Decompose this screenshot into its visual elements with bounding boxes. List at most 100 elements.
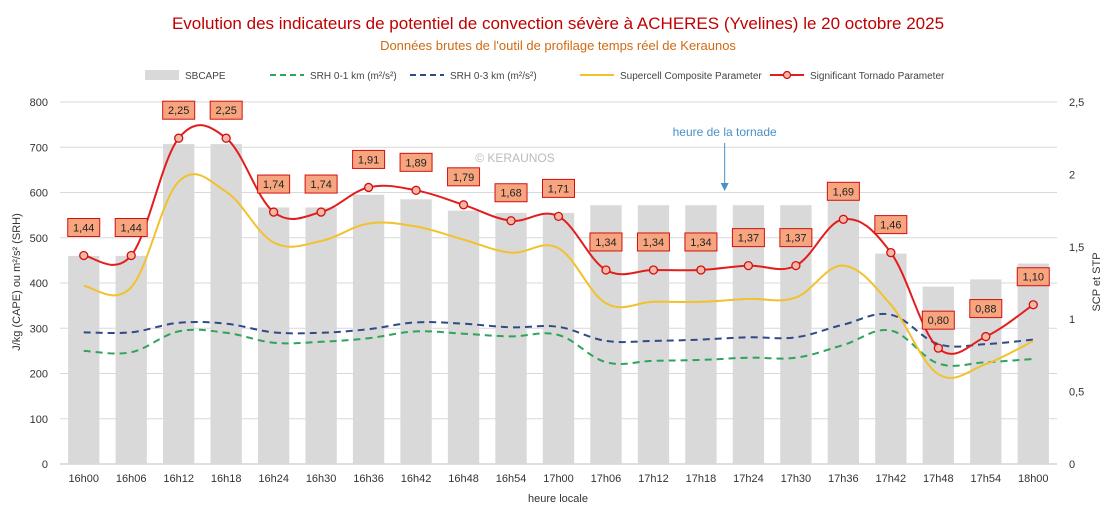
y-tick-left: 0 [42,459,48,471]
legend-entry: Significant Tornado Parameter [810,71,945,82]
stp-data-label: 1,34 [690,237,711,249]
sbcape-bar [115,255,147,464]
stp-data-label: 1,89 [405,157,426,169]
stp-data-label: 1,79 [453,172,474,184]
legend-swatch-marker [782,70,792,80]
stp-data-label: 0,80 [928,315,949,327]
y-tick-right: 0 [1069,459,1075,471]
legend-entry: Supercell Composite Parameter [620,71,762,82]
y-axis-right-label: SCP et STP [1091,252,1103,311]
stp-label-box [684,232,718,252]
stp-data-labels: 1,44 1,44 2,25 2,25 1,74 1,74 1,91 1,89 1,79 1,68… [67,100,1050,330]
y-tick-left: 400 [30,278,48,290]
x-tick-label: 16h00 [68,473,99,485]
series-line [83,173,1034,379]
stp-label-box [399,152,433,172]
axes: 0 100 200 300 400 500 600 700 800 0 0,5 1 1,5 2 2,5 16h… [30,97,1085,485]
stp-label-box [779,228,813,248]
stp-label-box [921,310,955,330]
chart-subtitle: Données brutes de l'outil de profilage t… [380,38,736,53]
x-tick-label: 16h18 [211,473,242,485]
y-axis-left-label: J/kg (CAPE) ou m²/s² (SRH) [11,213,23,351]
x-axis-label: heure locale [528,493,588,505]
stp-label-box [209,100,243,120]
stp-marker [316,207,326,217]
sbcape-bar [780,205,812,465]
stp-data-label: 1,74 [310,179,331,191]
x-tick-label: 18h00 [1018,473,1049,485]
legend-entry: SRH 0-1 km (m²/s²) [310,71,397,82]
sbcape-bar [732,205,765,465]
stp-label-box [257,174,291,194]
stp-marker [1028,300,1038,310]
stp-marker [886,247,896,258]
x-tick-label: 16h42 [401,473,432,485]
tornado-annotation: heure de la tornade [673,125,777,191]
y-tick-right: 2,5 [1069,97,1084,109]
stp-label-box [162,100,196,120]
y-tick-left: 800 [30,97,48,109]
stp-data-label: 1,69 [833,186,854,198]
sbcape-bar [163,144,195,464]
x-tick-label: 17h42 [876,473,907,485]
x-tick-label: 16h12 [163,473,194,485]
x-tick-label: 17h00 [543,473,574,485]
x-tick-label: 16h54 [496,473,527,485]
series-line [83,312,1034,348]
stp-data-label: 1,91 [358,154,379,166]
legend-entry: SBCAPE [185,71,226,82]
sbcape-bar [827,182,860,464]
stp-label-box [114,217,148,237]
stp-data-label: 1,34 [595,237,616,249]
stp-label-box [494,183,528,203]
stp-data-label: 1,37 [738,233,759,245]
y-tick-left: 500 [30,233,48,245]
stp-markers [79,133,1038,353]
sbcape-bar [210,144,242,464]
watermark: © KERAUNOS [475,151,555,165]
sbcape-bar [495,212,527,464]
stp-label-box [352,149,386,169]
stp-label-box [542,178,575,198]
y-tick-left: 100 [30,414,48,426]
stp-marker [126,250,136,261]
stp-data-label: 1,44 [73,222,94,234]
x-tick-label: 16h06 [116,473,147,485]
chart-title: Evolution des indicateurs de potentiel d… [172,14,944,33]
sbcape-bar [1017,263,1049,464]
stp-marker [174,133,184,143]
stp-label-box [1016,267,1050,287]
tornado-arrow-head [720,183,729,191]
x-tick-label: 17h06 [591,473,622,485]
stp-label-box [826,181,860,201]
stp-marker [506,216,516,226]
x-tick-label: 16h24 [258,473,289,485]
stp-label-box [969,299,1003,319]
y-tick-right: 0,5 [1069,387,1084,399]
stp-data-label: 0,88 [975,304,996,316]
y-tick-left: 300 [30,323,48,335]
stp-label-box [731,228,765,248]
stp-data-label: 1,74 [263,179,284,191]
y-tick-right: 2 [1069,169,1075,181]
sbcape-bar [447,210,480,464]
stp-marker [933,343,943,353]
x-tick-label: 17h18 [686,473,717,485]
x-tick-label: 17h30 [781,473,812,485]
y-tick-right: 1 [1069,314,1075,326]
stp-marker [411,185,421,195]
y-tick-right: 1,5 [1069,242,1084,254]
stp-data-label: 2,25 [215,105,236,117]
sbcape-bar [305,207,337,464]
stp-marker [458,200,469,210]
stp-marker [838,214,849,224]
stp-data-label: 1,37 [785,233,806,245]
stp-label-box [304,174,338,194]
legend-entry: SRH 0-3 km (m²/s²) [450,71,537,82]
x-tick-label: 17h48 [923,473,954,485]
sbcape-bar [542,212,575,464]
stp-data-label: 1,34 [643,237,664,249]
stp-data-label: 2,25 [168,105,189,117]
sbcape-bar [257,207,290,464]
stp-label-box [874,215,908,235]
